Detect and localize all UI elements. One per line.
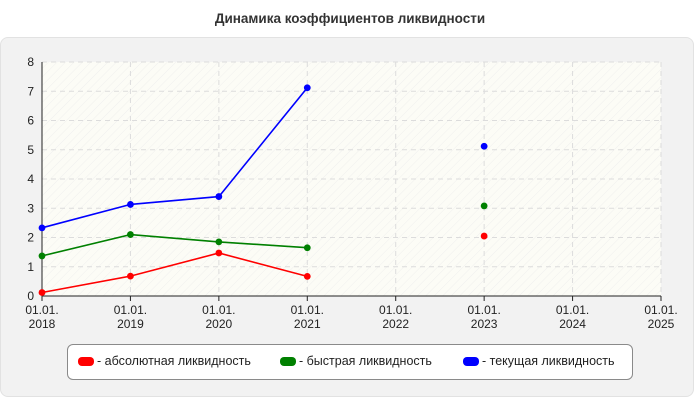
x-tick-label: 01.01. [291,303,324,317]
x-tick-year: 2023 [471,317,498,331]
x-tick-year: 2021 [294,317,321,331]
series-point-0 [303,273,311,280]
y-tick-label: 6 [27,114,34,128]
legend-item-quick: - быстрая ликвидность [280,354,432,368]
x-tick-label: 01.01. [467,303,500,317]
series-line-2 [41,87,308,229]
series-point-1 [480,202,488,210]
series-point-2 [480,142,488,150]
series-point-2 [127,201,134,208]
legend-swatch-current [463,356,479,366]
x-tick-label: 01.01. [202,303,235,317]
y-tick-label: 2 [27,231,34,245]
x-tick-label: 01.01. [25,303,58,317]
series-group [38,84,488,296]
x-tick-label: 01.01. [114,303,147,317]
x-tick-label: 01.01. [379,303,412,317]
series-point-1 [127,231,134,238]
x-tick-year: 2020 [206,317,233,331]
series-point-1 [303,244,311,252]
y-tick-label: 7 [27,84,34,98]
legend-label-current: - текущая ликвидность [482,354,615,368]
legend-swatch-quick [280,356,296,366]
y-tick-label: 8 [27,55,34,69]
x-tick-year: 2022 [382,317,409,331]
x-tick-year: 2018 [29,317,56,331]
grid [42,61,662,296]
series-point-1 [215,238,223,246]
y-tick-label: 5 [27,143,34,157]
legend-item-current: - текущая ликвидность [463,354,615,368]
series-line-1 [41,233,308,257]
y-tick-label: 3 [27,201,34,215]
x-tick-year: 2019 [117,317,144,331]
x-tick-label: 01.01. [556,303,589,317]
legend-swatch-absolute [78,356,94,366]
legend-label-quick: - быстрая ликвидность [299,354,432,368]
series-point-1 [38,252,46,260]
legend-label-absolute: - абсолютная ликвидность [97,354,251,368]
x-tick-year: 2024 [559,317,586,331]
x-tick-year: 2025 [648,317,675,331]
axes: 01234567801.01.201801.01.201901.01.20200… [25,55,677,331]
series-point-0 [215,249,223,257]
series-point-0 [480,232,488,240]
y-tick-label: 0 [27,289,34,303]
series-line-0 [41,252,308,294]
x-tick-label: 01.01. [644,303,677,317]
y-tick-label: 4 [27,172,34,186]
legend: - абсолютная ликвидность - быстрая ликви… [67,344,633,380]
series-point-2 [215,193,223,200]
series-point-2 [38,224,46,232]
series-point-2 [303,84,311,92]
legend-item-absolute: - абсолютная ликвидность [78,354,251,368]
series-point-0 [127,272,134,280]
y-tick-label: 1 [27,260,34,274]
chart-title: Динамика коэффициентов ликвидности [214,11,486,26]
series-point-0 [38,289,46,296]
